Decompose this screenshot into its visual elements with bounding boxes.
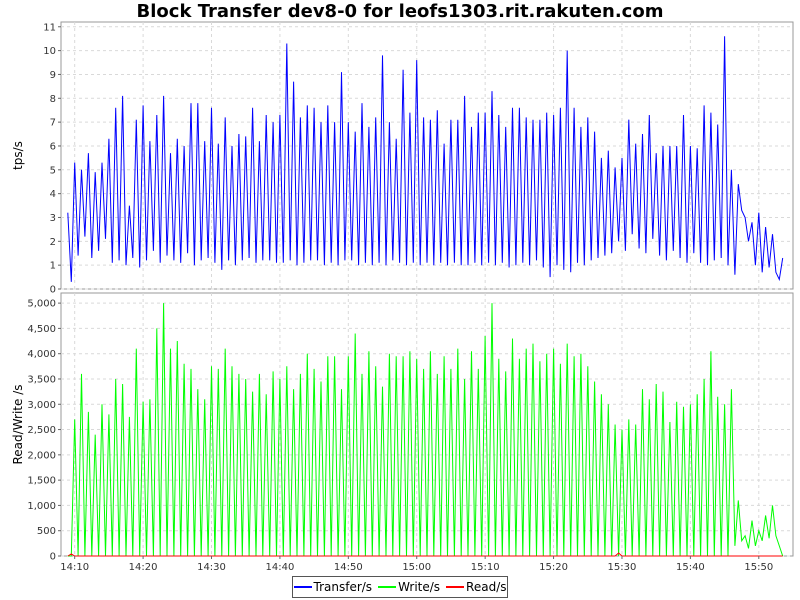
y-tick-label: 9 <box>50 70 56 81</box>
legend-label-write: Write/s <box>398 580 441 594</box>
x-tick-label: 15:10 <box>471 562 500 573</box>
y-tick-label: 11 <box>43 22 56 33</box>
legend-item-write: Write/s <box>378 580 440 594</box>
y-tick-label: 1,500 <box>27 476 56 487</box>
legend-item-transfer: Transfer/s <box>293 580 373 594</box>
legend-label-transfer: Transfer/s <box>313 580 373 594</box>
y-tick-label: 4,500 <box>27 324 56 335</box>
plot-transfer: 0 1 2 3 4 5 6 7 8 9 10 11 tps/s <box>11 21 794 296</box>
y-tick-label: 5 <box>50 165 56 176</box>
y-tick-label: 0 <box>50 285 56 296</box>
x-tick-label: 15:30 <box>608 562 637 573</box>
legend-swatch-transfer <box>293 586 312 588</box>
y-tick-label: 1,000 <box>27 501 56 512</box>
y-tick-label: 3 <box>50 213 56 224</box>
legend-swatch-read <box>446 586 465 588</box>
y-tick-label: 5,000 <box>27 299 56 310</box>
legend-item-read: Read/s <box>446 580 507 594</box>
y-tick-label: 3,500 <box>27 374 56 385</box>
y-tick-label: 3,000 <box>27 400 56 411</box>
x-tick-label: 14:10 <box>60 562 89 573</box>
series-line-writes <box>67 303 784 557</box>
y-tick-label: 1 <box>50 261 56 272</box>
plot-readwrite: 0 500 1,000 1,500 2,000 2,500 3,000 3,500 4,000 4… <box>11 292 794 563</box>
x-tick-label: 15:50 <box>744 562 773 573</box>
y-axis-label: Read/Write /s <box>11 385 25 465</box>
series-line-transfers <box>67 36 784 282</box>
x-tick-label: 15:40 <box>676 562 705 573</box>
y-tick-label: 6 <box>50 141 56 152</box>
x-tick-label: 14:20 <box>129 562 158 573</box>
y-tick-label: 10 <box>43 46 56 57</box>
legend-swatch-write <box>378 586 397 588</box>
y-tick-label: 2,500 <box>27 425 56 436</box>
x-tick-label: 14:50 <box>334 562 363 573</box>
x-tick-label: 14:40 <box>266 562 295 573</box>
y-tick-label: 4 <box>50 189 56 200</box>
x-tick-label: 14:30 <box>197 562 226 573</box>
y-tick-label: 8 <box>50 94 56 105</box>
y-tick-label: 4,000 <box>27 349 56 360</box>
y-tick-label: 2 <box>50 237 56 248</box>
x-tick-label: 15:00 <box>402 562 431 573</box>
x-tick-label: 15:20 <box>539 562 568 573</box>
y-tick-label: 500 <box>37 526 56 537</box>
chart-title: Block Transfer dev8-0 for leofs1303.rit.… <box>136 1 664 22</box>
y-tick-label: 0 <box>50 552 56 563</box>
legend: Transfer/s Write/s Read/s <box>292 576 508 598</box>
legend-label-read: Read/s <box>466 580 507 594</box>
y-axis-label: tps/s <box>11 141 25 170</box>
y-tick-label: 2,000 <box>27 450 56 461</box>
y-tick-label: 7 <box>50 118 56 129</box>
